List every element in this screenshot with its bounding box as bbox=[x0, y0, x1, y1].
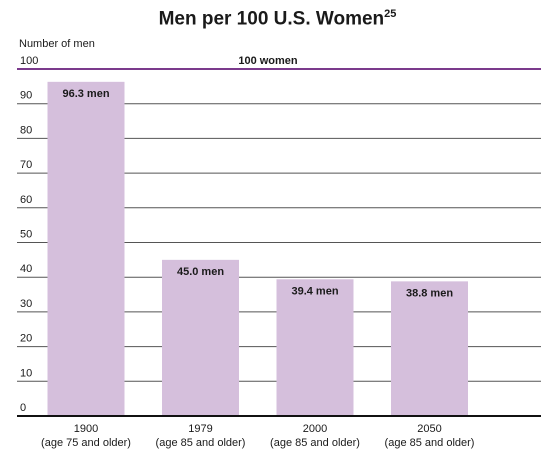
y-tick-label-0: 0 bbox=[20, 402, 26, 414]
y-tick-label-40: 40 bbox=[20, 263, 32, 275]
y-axis-label: Number of men bbox=[19, 38, 95, 50]
title-footnote: 25 bbox=[384, 8, 397, 20]
data-label-1900: 96.3 men bbox=[62, 88, 109, 100]
y-tick-label-60: 60 bbox=[20, 194, 32, 206]
data-label-2050: 38.8 men bbox=[406, 287, 453, 299]
bar-1979 bbox=[162, 259, 239, 416]
y-tick-label-90: 90 bbox=[20, 90, 32, 102]
x-tick-age-2000: (age 85 and older) bbox=[270, 437, 360, 449]
y-tick-label-10: 10 bbox=[20, 367, 32, 379]
data-label-2000: 39.4 men bbox=[291, 285, 338, 297]
reference-line-label: 100 women bbox=[238, 55, 298, 67]
x-tick-age-1900: (age 75 and older) bbox=[41, 437, 131, 449]
x-tick-year-2050: 2050 bbox=[417, 423, 441, 435]
x-tick-year-1900: 1900 bbox=[74, 423, 98, 435]
y-tick-label-70: 70 bbox=[20, 159, 32, 171]
bar-2000 bbox=[276, 279, 354, 416]
y-tick-label-30: 30 bbox=[20, 298, 32, 310]
x-tick-age-2050: (age 85 and older) bbox=[385, 437, 475, 449]
chart-title: Men per 100 U.S. Women25 bbox=[0, 8, 555, 30]
y-tick-label-50: 50 bbox=[20, 229, 32, 241]
y-tick-label-20: 20 bbox=[20, 333, 32, 345]
x-tick-age-1979: (age 85 and older) bbox=[156, 437, 246, 449]
data-label-1979: 45.0 men bbox=[177, 266, 224, 278]
x-tick-year-2000: 2000 bbox=[303, 423, 327, 435]
bar-2050 bbox=[391, 281, 468, 416]
y-tick-label-80: 80 bbox=[20, 124, 32, 136]
x-tick-year-1979: 1979 bbox=[188, 423, 212, 435]
y-tick-label-100: 100 bbox=[20, 55, 38, 67]
chart-title-text: Men per 100 U.S. Women bbox=[158, 8, 385, 30]
bar-1900 bbox=[47, 81, 125, 417]
